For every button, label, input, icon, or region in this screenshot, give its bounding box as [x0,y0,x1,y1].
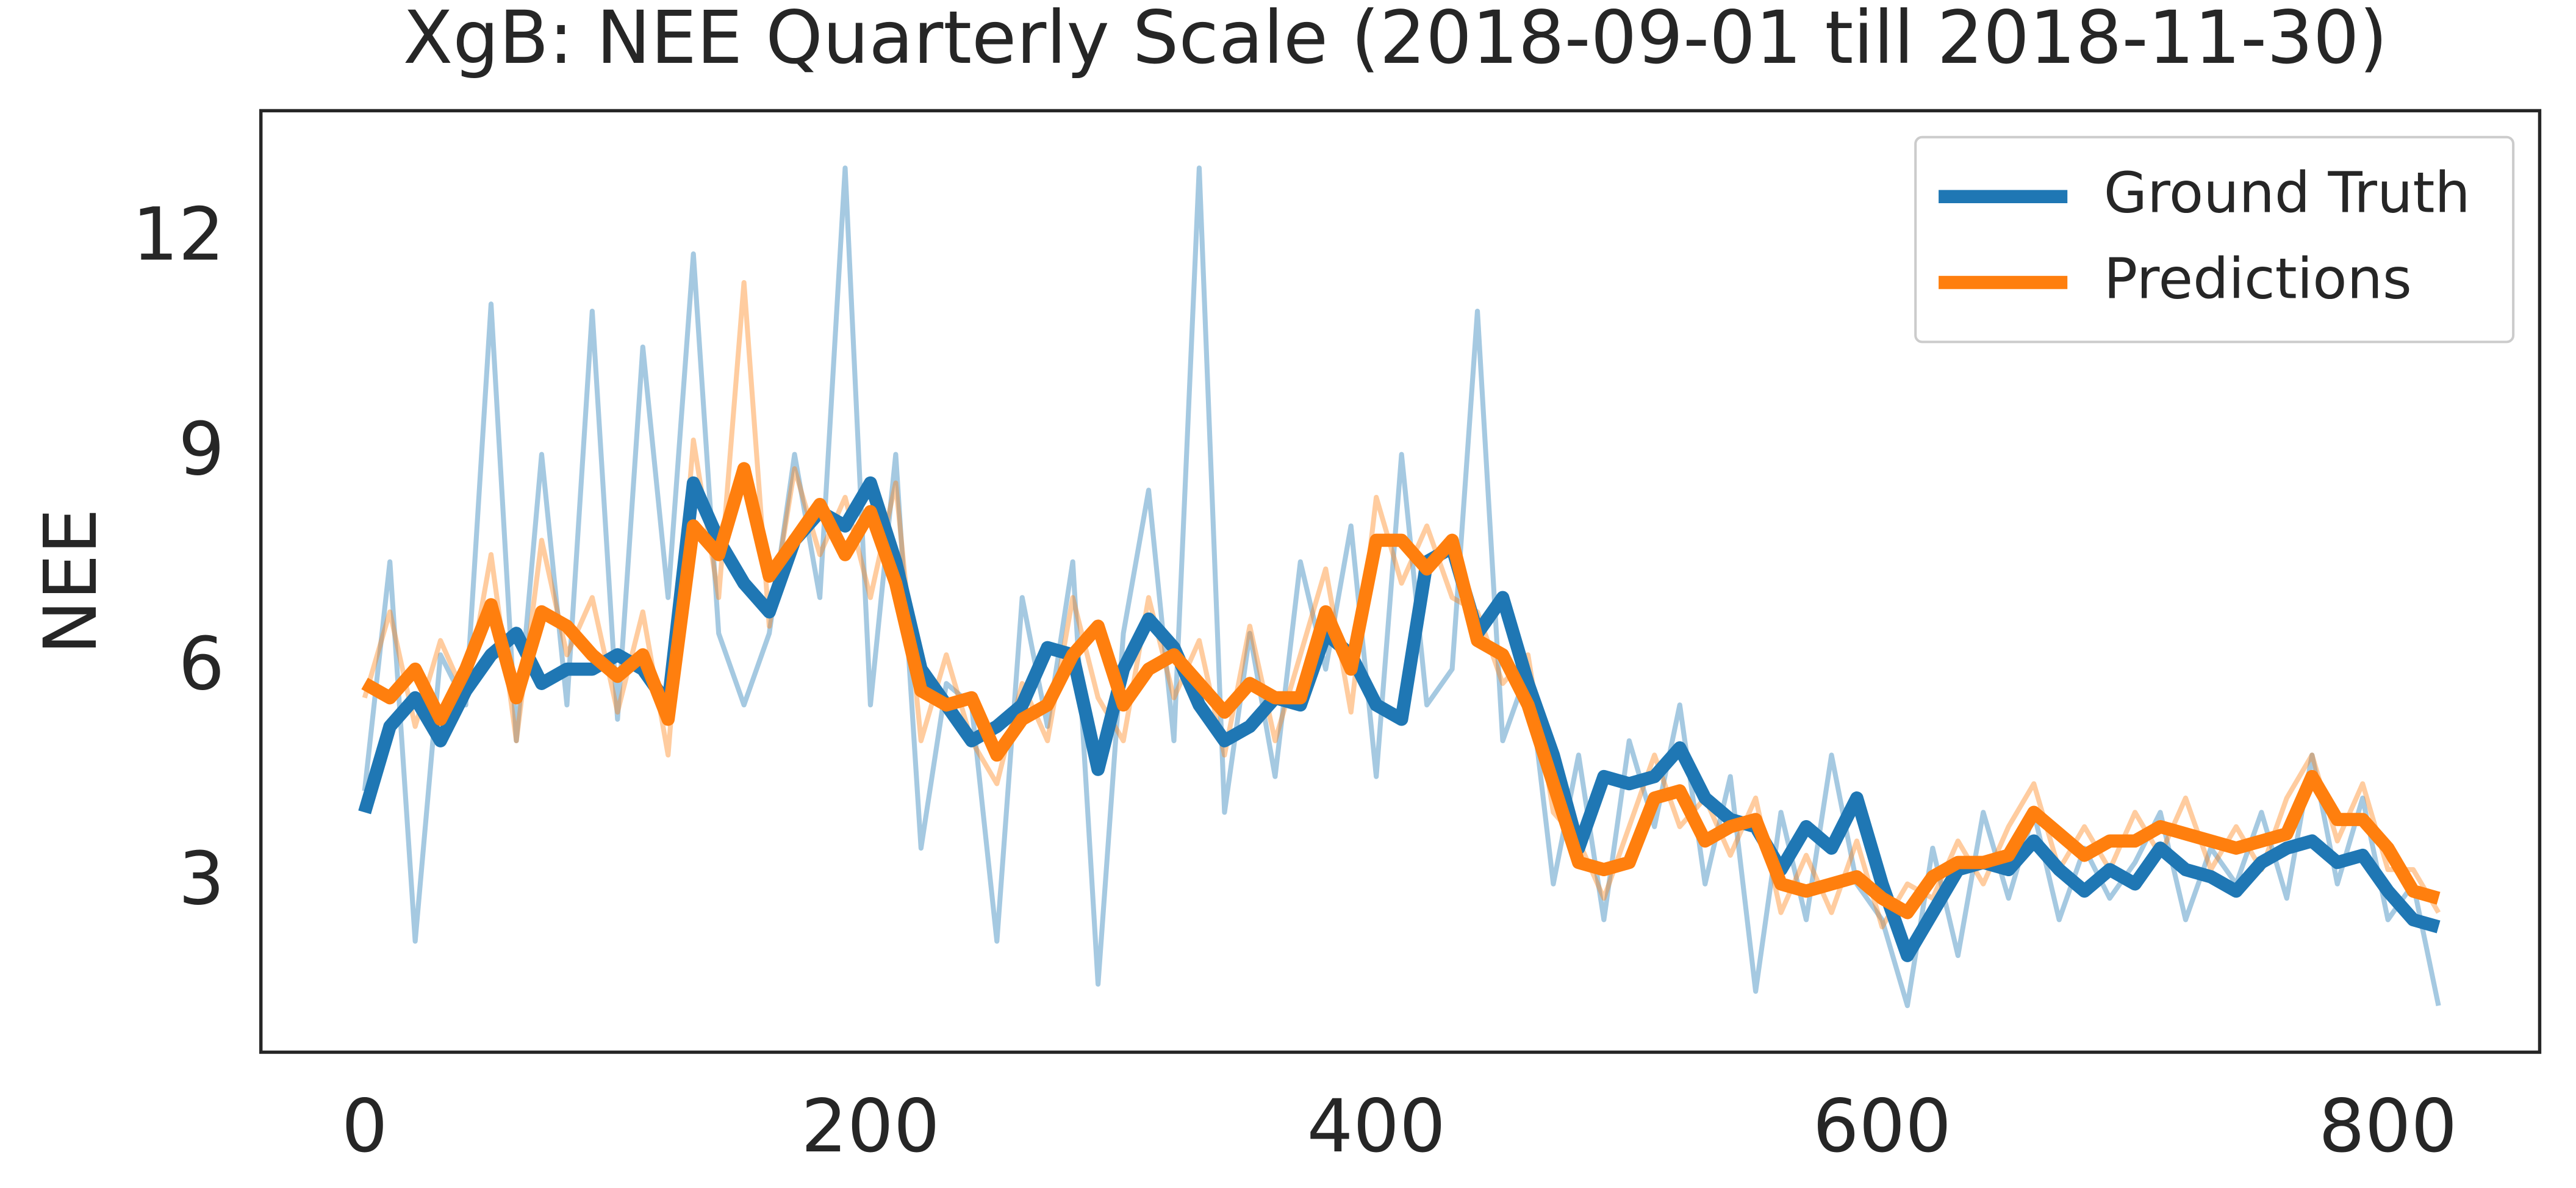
series-line [358,476,2441,962]
x-tick-label: 600 [1813,1084,1951,1169]
y-tick-label: 9 [178,407,224,492]
legend-label: Ground Truth [2104,160,2470,226]
x-tick-label: 800 [2319,1084,2457,1169]
y-tick-label: 12 [132,192,225,277]
x-tick-label: 0 [342,1084,388,1169]
chart-title: XgB: NEE Quarterly Scale (2018-09-01 til… [403,0,2388,81]
y-tick-label: 6 [178,622,224,707]
x-tick-label: 400 [1307,1084,1446,1169]
y-tick-label: 3 [178,837,224,921]
legend-box [1914,135,2515,344]
legend-label: Predictions [2104,246,2412,311]
y-axis-label: NEE [29,508,113,655]
x-tick-label: 200 [801,1084,939,1169]
series-line [361,462,2441,920]
plot-frame [259,109,2542,1054]
